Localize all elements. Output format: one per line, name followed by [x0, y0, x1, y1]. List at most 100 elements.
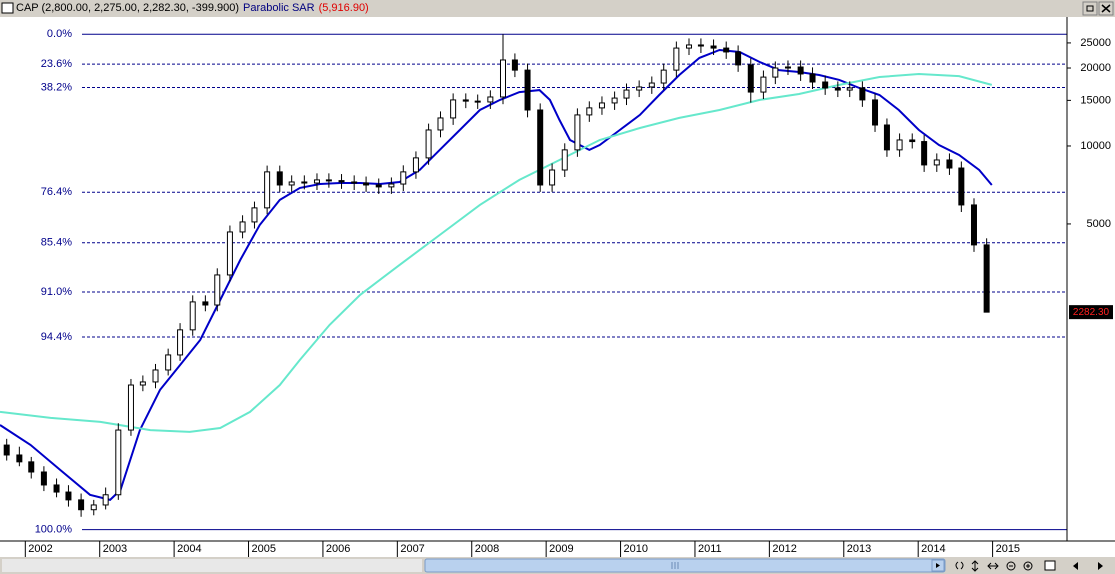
candle-body: [561, 149, 568, 171]
candle-body: [139, 381, 146, 386]
fib-label: 100.0%: [35, 524, 73, 536]
tool-refresh[interactable]: [955, 561, 964, 570]
candle-body: [450, 99, 457, 119]
restore-button[interactable]: [1082, 1, 1098, 16]
tool-zoom-in-glyph: [1026, 564, 1030, 568]
last-price-box: [1069, 305, 1113, 320]
tool-window[interactable]: [1044, 560, 1056, 571]
x-tick-label: 2007: [400, 543, 424, 555]
x-tick-label: 2013: [847, 543, 871, 555]
candle-body: [499, 59, 506, 98]
tool-vzoom[interactable]: [971, 560, 979, 572]
candle-body: [760, 76, 767, 93]
candle-body: [214, 274, 221, 306]
x-tick-label: 2015: [996, 543, 1020, 555]
candle-body: [425, 129, 432, 159]
candle-body: [437, 117, 444, 131]
scroll-right-button[interactable]: [1098, 562, 1103, 570]
candle-body: [177, 329, 184, 356]
fib-label: 94.4%: [41, 331, 72, 343]
candle-body: [586, 107, 593, 116]
candle-body: [710, 45, 717, 49]
indicator-value: (5,916.90): [319, 2, 369, 14]
candle-body: [846, 87, 853, 91]
candle-body: [549, 169, 556, 186]
candle-body: [958, 167, 965, 206]
candle-body: [487, 96, 494, 103]
candle-body: [65, 491, 72, 501]
candle-body: [78, 499, 85, 511]
fib-label: 0.0%: [47, 28, 72, 40]
candle-body: [983, 244, 990, 313]
candle-body: [524, 69, 531, 111]
x-tick-label: 2004: [177, 543, 201, 555]
x-tick-label: 2008: [475, 543, 499, 555]
candle-body: [351, 181, 358, 184]
axis-layer: 25000 20000 15000 10000 5000 2002 2003 2004 2005…: [24, 37, 1113, 557]
candle-body: [537, 109, 544, 186]
scroll-arrow: [936, 563, 940, 568]
candle-body: [883, 124, 890, 151]
x-tick-label: 2014: [921, 543, 945, 555]
candle-body: [165, 354, 172, 371]
candle-body: [574, 114, 581, 151]
fib-layer: 0.0% 23.6% 38.2% 76.4% 85.4% 91.0% 94.4% 100.0%: [35, 28, 1067, 536]
candle-body: [623, 89, 630, 99]
scroll-left-button[interactable]: [1073, 562, 1078, 570]
candle-body: [152, 369, 159, 383]
x-axis-strip: [0, 541, 1115, 557]
candle-body: [239, 221, 246, 233]
candle-body: [3, 444, 10, 456]
scroll-grip: [671, 562, 679, 569]
candle-body: [686, 44, 693, 49]
candle-body: [202, 301, 209, 306]
candle-body: [53, 484, 60, 493]
candle-body: [611, 97, 618, 104]
candle-body: [338, 180, 345, 183]
last-price-label: 2282.30: [1073, 307, 1110, 318]
candle-body: [189, 301, 196, 331]
candle-body: [946, 159, 953, 169]
fib-label: 76.4%: [41, 186, 72, 198]
candle-body: [375, 184, 382, 188]
candle-body: [16, 454, 23, 463]
candle-body: [872, 99, 879, 126]
candle-layer: [3, 34, 990, 517]
x-tick-label: 2006: [326, 543, 350, 555]
fib-label: 38.2%: [41, 81, 72, 93]
candle-body: [115, 429, 122, 496]
fib-label: 85.4%: [41, 237, 72, 249]
indicator-name: Parabolic SAR: [243, 2, 315, 14]
x-tick-label: 2010: [624, 543, 648, 555]
candle-body: [400, 171, 407, 185]
scroll-track-left[interactable]: [2, 559, 422, 572]
y-tick-label: 20000: [1080, 62, 1111, 74]
x-tick-label: 2011: [698, 543, 722, 555]
y-tick-label: 10000: [1080, 140, 1111, 152]
candle-body: [970, 204, 977, 246]
candle-body: [102, 494, 109, 506]
candle-body: [264, 171, 271, 209]
window-icon[interactable]: [1, 2, 14, 14]
candle-body: [474, 100, 481, 103]
candle-body: [933, 159, 940, 166]
scroll-thumb[interactable]: [424, 558, 946, 573]
candle-body: [288, 181, 295, 186]
tool-zoom-out[interactable]: [1006, 561, 1016, 571]
tool-hzoom[interactable]: [987, 562, 999, 570]
x-tick-label: 2009: [549, 543, 573, 555]
candle-body: [673, 47, 680, 71]
y-tick-label: 15000: [1080, 94, 1111, 106]
candle-body: [313, 179, 320, 184]
candle-body: [276, 171, 283, 186]
candle-body: [127, 384, 134, 431]
candle-body: [834, 87, 841, 91]
candle-body: [697, 44, 704, 47]
tool-zoom-in[interactable]: [1023, 561, 1033, 571]
candle-body: [909, 139, 916, 143]
candle-body: [412, 157, 419, 173]
x-tick-label: 2012: [772, 543, 796, 555]
candle-body: [301, 181, 308, 184]
candle-body: [388, 183, 395, 188]
